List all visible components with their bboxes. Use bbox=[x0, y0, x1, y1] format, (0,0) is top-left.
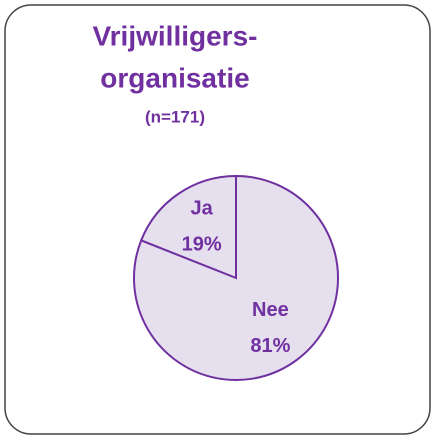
chart-subtitle: (n=171) bbox=[145, 107, 205, 126]
value-label: 19% bbox=[182, 234, 222, 256]
chart-title: Vrijwilligers- bbox=[93, 20, 258, 51]
slice-label: Nee bbox=[252, 299, 289, 321]
pie-slice bbox=[133, 174, 339, 381]
value-label: 81% bbox=[250, 335, 290, 357]
pie-slice bbox=[139, 174, 237, 280]
chart-title: organisatie bbox=[100, 62, 249, 93]
slice-label: Ja bbox=[190, 198, 213, 220]
